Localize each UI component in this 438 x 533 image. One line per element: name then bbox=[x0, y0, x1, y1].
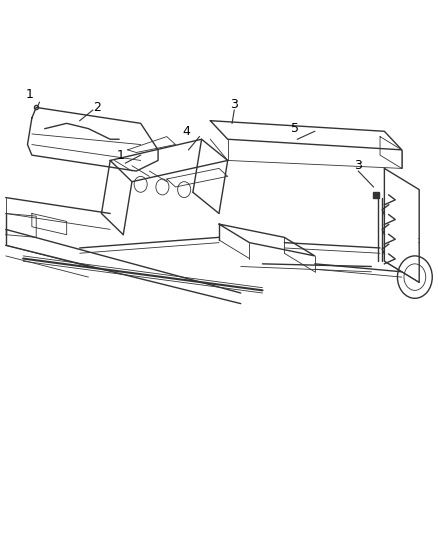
Text: 3: 3 bbox=[230, 98, 238, 111]
Text: 3: 3 bbox=[354, 159, 362, 172]
Text: 4: 4 bbox=[182, 125, 190, 138]
Text: 1: 1 bbox=[26, 87, 34, 101]
Text: 1: 1 bbox=[117, 149, 125, 161]
Text: 5: 5 bbox=[291, 122, 299, 135]
Text: 2: 2 bbox=[93, 101, 101, 114]
Text: :: : bbox=[417, 235, 420, 245]
